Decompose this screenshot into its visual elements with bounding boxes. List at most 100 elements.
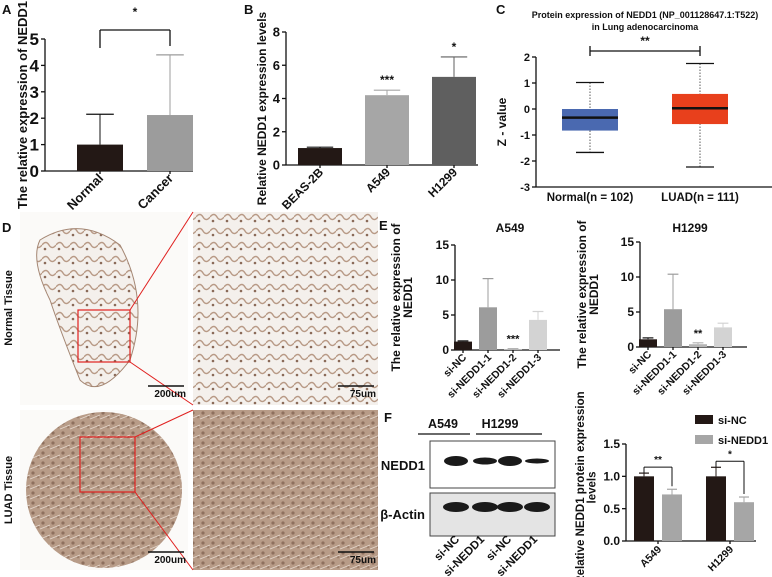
y-tick-label: 1.0	[603, 470, 620, 484]
significance-label: **	[640, 34, 650, 48]
chart-title: Protein expression of NEDD1 (NP_00112864…	[532, 10, 759, 20]
zoom-connector	[134, 409, 194, 438]
luad-tissue-zoom-image	[193, 410, 378, 570]
x-tick-label: A549	[363, 165, 393, 195]
y-tick-label: 4	[30, 56, 40, 75]
x-tick-label: A549	[638, 544, 664, 570]
y-tick-label: 0	[30, 162, 39, 181]
y-tick-label: 0	[627, 340, 634, 354]
x-tick-label: Normal(n = 102)	[547, 192, 634, 204]
protein-band	[472, 502, 498, 512]
y-tick-label: 15	[621, 235, 635, 249]
scale-bar-label: 200um	[154, 389, 186, 400]
y-tick-label: 0	[273, 158, 280, 173]
y-tick-label: 1.5	[603, 437, 620, 451]
bar	[432, 76, 476, 165]
luad-tissue-core	[26, 412, 182, 568]
bar	[706, 476, 726, 541]
protein-band	[524, 502, 550, 512]
y-axis-label-line: Relative NEDD1 protein expression	[575, 391, 587, 577]
bar	[365, 95, 409, 165]
bar	[664, 309, 682, 347]
bar	[689, 344, 707, 347]
bar	[734, 502, 754, 541]
legend-swatch	[695, 435, 713, 444]
row-label: Normal Tissue	[3, 270, 15, 346]
significance-label: ***	[507, 334, 521, 346]
y-tick-label: 8	[273, 25, 280, 40]
y-axis-label: Relative NEDD1 protein expressionlevels	[575, 391, 599, 577]
bar	[639, 339, 657, 347]
y-axis-label-line: The relative expression of	[575, 219, 589, 368]
x-tick-label: BEAS-2B	[279, 165, 326, 212]
panel-label: D	[2, 220, 11, 235]
y-tick-label: 0.0	[603, 534, 620, 548]
y-tick-label: 3	[30, 83, 39, 102]
y-axis-label-line: NEDD1	[401, 277, 415, 318]
scale-bar-label: 75um	[350, 389, 376, 400]
bar	[454, 341, 472, 350]
panel-label: A	[2, 2, 12, 17]
blot-row-label: β-Actin	[380, 507, 425, 522]
y-tick-label: 10	[621, 270, 635, 284]
y-tick-label: 4	[273, 91, 281, 106]
y-tick-label: 0	[442, 343, 449, 357]
y-tick-label: 5	[30, 30, 39, 49]
bar	[504, 349, 522, 350]
bar	[662, 494, 682, 541]
panel-label: F	[384, 410, 392, 425]
chart-title: H1299	[672, 221, 708, 235]
y-tick-label: 2	[30, 109, 39, 128]
y-axis-label-line: levels	[587, 472, 599, 504]
chart-title: A549	[496, 221, 525, 235]
zoom-region-box	[79, 436, 136, 493]
significance-label: **	[654, 455, 662, 466]
bar	[77, 144, 123, 171]
protein-band	[443, 502, 469, 512]
y-tick-label: -3	[520, 182, 530, 194]
bar	[634, 476, 654, 541]
x-tick-label: Cancer	[134, 171, 176, 213]
significance-label: **	[694, 328, 703, 340]
y-axis-label-line: NEDD1	[587, 274, 601, 315]
bar	[147, 115, 193, 171]
y-tick-label: 0	[524, 104, 530, 116]
zoom-connector	[129, 361, 194, 406]
protein-band	[498, 456, 522, 466]
zoom-connector	[134, 491, 194, 571]
significance-label: *	[728, 449, 732, 460]
protein-band	[497, 502, 523, 512]
actin-blot	[429, 492, 556, 537]
cell-line-label: H1299	[482, 417, 519, 431]
panel-label: C	[496, 2, 506, 17]
y-axis-label: The relative expression of NEDD1	[15, 1, 30, 209]
y-axis-label: The relative expression ofNEDD1	[389, 222, 415, 371]
y-tick-label: 0.5	[603, 502, 620, 516]
x-tick-label: LUAD(n = 111)	[661, 192, 739, 204]
y-tick-label: 6	[273, 58, 280, 73]
blot-row-label: NEDD1	[381, 458, 425, 473]
y-tick-label: 2	[524, 52, 530, 64]
y-tick-label: 10	[436, 273, 450, 287]
significance-label: ***	[380, 73, 394, 87]
normal-tissue-section	[36, 228, 139, 388]
protein-band	[525, 458, 549, 464]
y-tick-label: 5	[442, 308, 449, 322]
protein-band	[444, 456, 468, 466]
y-tick-label: 2	[273, 124, 280, 139]
bar	[479, 307, 497, 350]
bar	[298, 148, 342, 165]
significance-label: *	[133, 5, 138, 19]
zoom-connector	[129, 211, 194, 311]
y-axis-label: Relative NEDD1 expression levels	[255, 11, 269, 205]
y-tick-label: -1	[520, 130, 530, 142]
legend-swatch	[695, 415, 713, 424]
x-tick-label: H1299	[425, 165, 460, 200]
row-label: LUAD Tissue	[3, 456, 15, 524]
y-axis-label-line: The relative expression of	[389, 222, 403, 371]
normal-tissue-zoom-image	[193, 212, 378, 405]
panel-label: B	[244, 2, 253, 17]
y-tick-label: 1	[524, 78, 530, 90]
